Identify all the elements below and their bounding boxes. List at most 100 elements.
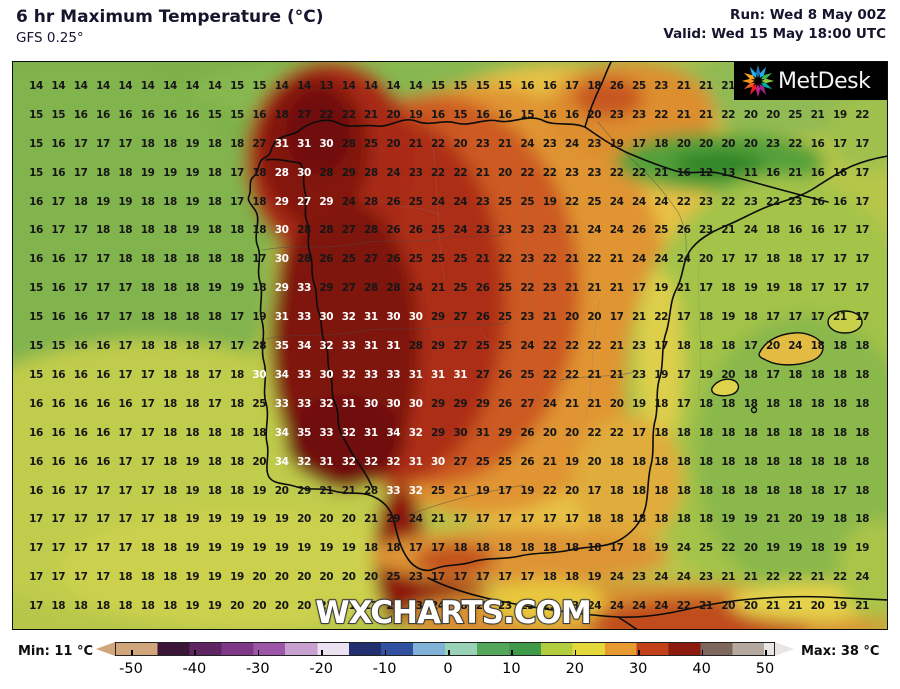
- temp-value: 18: [855, 455, 870, 468]
- temp-value: 23: [609, 108, 624, 121]
- temp-value: 19: [542, 195, 557, 208]
- temp-value: 17: [832, 282, 847, 295]
- temp-value: 20: [698, 137, 713, 150]
- temp-value: 16: [810, 166, 825, 179]
- temp-value: 19: [252, 542, 267, 555]
- temp-value: 25: [408, 253, 423, 266]
- temp-value: 31: [274, 311, 289, 324]
- temp-value: 15: [252, 80, 267, 92]
- temp-value: 21: [341, 600, 356, 612]
- temp-value: 17: [631, 282, 646, 295]
- temp-value: 22: [631, 166, 646, 179]
- temp-value: 15: [453, 80, 468, 92]
- temp-value: 18: [185, 397, 200, 410]
- temp-value: 18: [252, 282, 267, 295]
- temp-value: 20: [564, 484, 579, 497]
- temp-value: 28: [363, 282, 378, 295]
- temp-value: 31: [363, 340, 378, 352]
- temp-value: 19: [721, 311, 736, 324]
- temp-value: 33: [274, 397, 289, 410]
- temp-value: 19: [408, 108, 423, 121]
- temp-value: 17: [721, 253, 736, 266]
- temp-value: 15: [29, 282, 43, 295]
- temp-value: 21: [319, 600, 334, 612]
- temp-value: 18: [453, 600, 468, 612]
- temp-value: 17: [408, 542, 423, 555]
- temp-value: 18: [118, 600, 133, 612]
- temp-value: 18: [765, 397, 780, 410]
- temp-value: 21: [587, 397, 602, 410]
- temp-value: 17: [475, 571, 490, 584]
- temp-value: 18: [207, 455, 222, 468]
- temp-value: 27: [453, 455, 468, 468]
- temp-value: 16: [51, 426, 66, 439]
- temp-value: 18: [765, 426, 780, 439]
- temp-value: 21: [631, 311, 646, 324]
- temp-value: 15: [230, 108, 244, 121]
- temp-value: 19: [252, 311, 267, 324]
- temp-value: 19: [832, 600, 847, 612]
- temp-value: 21: [743, 571, 758, 584]
- temp-value: 18: [163, 195, 177, 208]
- temp-value: 16: [542, 80, 557, 92]
- colorbar-tick-label: -50: [119, 661, 143, 677]
- temp-value: 18: [698, 455, 713, 468]
- temp-value: 21: [587, 282, 602, 295]
- temp-value: 15: [51, 340, 66, 352]
- temp-value: 14: [207, 80, 222, 92]
- temp-value: 16: [788, 224, 803, 237]
- temp-value: 16: [29, 195, 43, 208]
- temp-value: 30: [408, 397, 423, 410]
- temp-value: 22: [676, 195, 691, 208]
- temp-value: 28: [386, 282, 401, 295]
- temp-value: 23: [698, 571, 713, 584]
- temp-value: 17: [73, 253, 88, 266]
- river-lines: [260, 121, 687, 522]
- coastline: [247, 62, 887, 629]
- colorbar-tick-label: -20: [309, 661, 334, 677]
- temp-value: 31: [319, 455, 334, 468]
- temp-value: 14: [51, 80, 66, 92]
- temp-value: 17: [855, 166, 870, 179]
- temp-value: 20: [587, 311, 602, 324]
- temp-value: 17: [855, 282, 870, 295]
- temp-value: 16: [96, 426, 110, 439]
- temp-value: 17: [96, 282, 110, 295]
- temp-value: 16: [810, 195, 825, 208]
- temp-value: 17: [73, 137, 88, 150]
- temp-value: 31: [363, 311, 378, 324]
- temp-value: 22: [832, 571, 847, 584]
- temp-value: 17: [855, 224, 870, 237]
- temperature-map: 14 14 14 14 14 14 14 14 14 15 15 14 14 13 14 14 14 14 15 15…: [12, 61, 888, 630]
- temp-value: 20: [587, 455, 602, 468]
- temp-value: 17: [252, 253, 267, 266]
- temp-value: 17: [230, 340, 244, 352]
- temp-value: 19: [230, 282, 244, 295]
- temp-value: 18: [698, 311, 713, 324]
- temp-value: 32: [319, 340, 334, 352]
- temp-value: 20: [609, 397, 624, 410]
- temp-value: 18: [185, 282, 200, 295]
- temp-value: 18: [587, 80, 602, 92]
- temp-value: 18: [631, 455, 646, 468]
- temp-value: 31: [363, 426, 378, 439]
- temp-value: 17: [51, 195, 66, 208]
- temp-value: 23: [542, 224, 557, 237]
- temp-value: 18: [118, 224, 133, 237]
- temp-value: 17: [140, 484, 155, 497]
- temp-value: 18: [51, 600, 66, 612]
- temp-value: 23: [564, 600, 579, 612]
- temp-value: 18: [564, 542, 579, 555]
- temp-value: 15: [520, 108, 535, 121]
- temp-value: 18: [118, 571, 133, 584]
- temp-value: 17: [810, 311, 825, 324]
- temp-value: 22: [430, 137, 445, 150]
- temp-value: 20: [319, 513, 334, 526]
- colorbar-tick-label: 30: [628, 661, 648, 677]
- temp-value: 16: [810, 137, 825, 150]
- temp-value: 17: [609, 542, 624, 555]
- temp-value: 22: [542, 340, 557, 352]
- temp-value: 24: [631, 195, 646, 208]
- temp-value: 17: [207, 340, 222, 352]
- temp-value: 16: [51, 484, 66, 497]
